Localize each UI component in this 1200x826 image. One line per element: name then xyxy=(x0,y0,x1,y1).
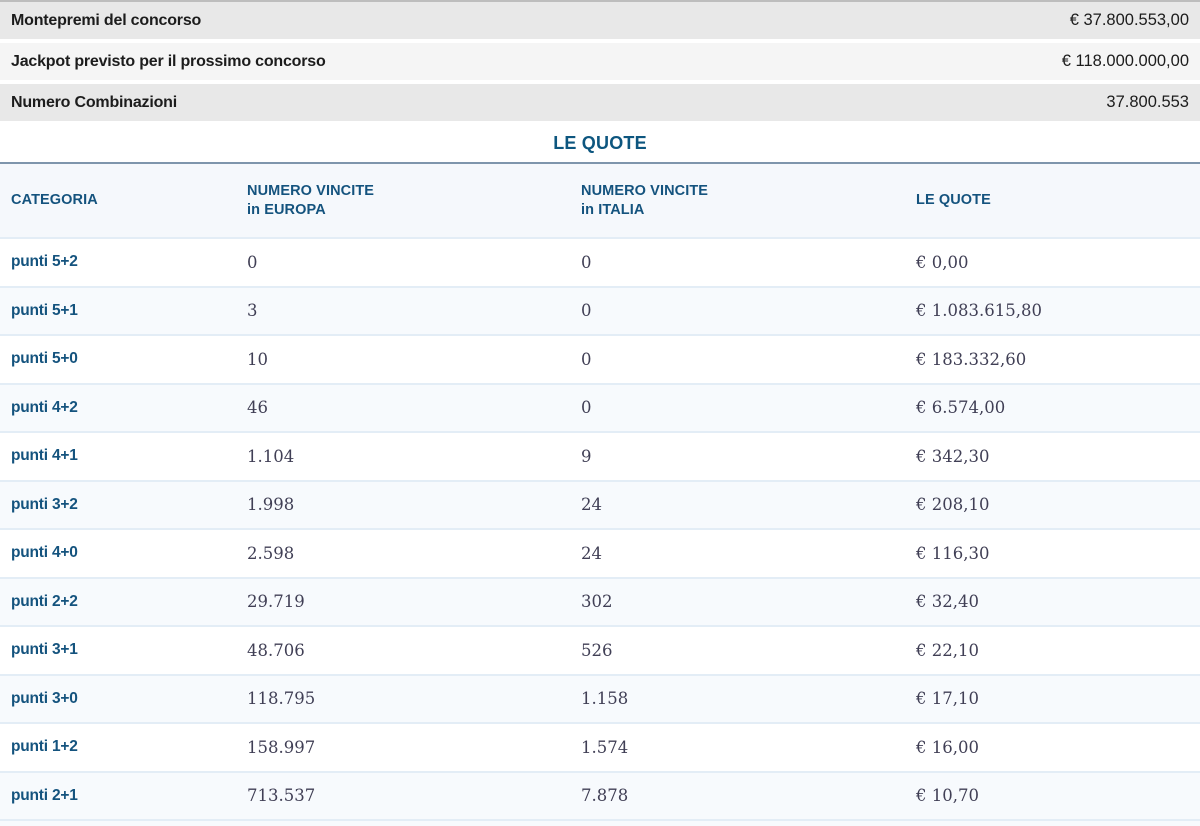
quote-cell: € 6.574,00 xyxy=(916,398,1006,418)
italy-wins-cell: 302 xyxy=(581,592,613,612)
column-header-line2: in EUROPA xyxy=(247,201,326,218)
europe-wins-cell: 29.719 xyxy=(247,592,305,612)
quote-cell: € 1.083.615,80 xyxy=(916,301,1042,321)
column-header-line1: CATEGORIA xyxy=(11,192,98,208)
quote-cell: € 116,30 xyxy=(916,543,990,563)
italy-wins-cell: 1.158 xyxy=(581,689,629,709)
table-row: punti 2+2 29.719 302 € 32,40 xyxy=(0,576,1200,625)
category-cell: punti 4+0 xyxy=(11,544,78,562)
quote-cell: € 0,00 xyxy=(916,252,969,272)
category-cell: punti 4+1 xyxy=(11,447,78,465)
europe-wins-cell: 0 xyxy=(247,252,258,272)
europe-wins-cell: 3 xyxy=(247,301,258,321)
column-header-line1: NUMERO VINCITE xyxy=(247,182,375,199)
category-cell: punti 3+1 xyxy=(11,641,78,659)
section-divider xyxy=(0,162,1200,164)
category-cell: punti 2+1 xyxy=(11,786,78,804)
column-header-line1: NUMERO VINCITE xyxy=(581,182,709,199)
europe-wins-cell: 1.104 xyxy=(247,446,295,466)
prize-summary: Montepremi del concorso € 37.800.553,00 … xyxy=(0,0,1200,121)
summary-row-label: Numero Combinazioni xyxy=(11,93,177,111)
table-row: punti 5+0 10 0 € 183.332,60 xyxy=(0,334,1200,383)
summary-row-label: Jackpot previsto per il prossimo concors… xyxy=(11,52,326,70)
summary-row: Numero Combinazioni 37.800.553 xyxy=(0,84,1200,121)
table-row: punti 2+1 713.537 7.878 € 10,70 xyxy=(0,770,1200,819)
italy-wins-cell: 0 xyxy=(581,349,592,369)
quotes-table: CATEGORIA NUMERO VINCITE in EUROPA NUMER… xyxy=(0,164,1200,826)
italy-wins-cell: 1.574 xyxy=(581,737,629,757)
summary-row: Montepremi del concorso € 37.800.553,00 xyxy=(0,2,1200,39)
table-row: punti 4+0 2.598 24 € 116,30 xyxy=(0,528,1200,577)
quote-cell: € 183.332,60 xyxy=(916,349,1027,369)
summary-row-value: € 37.800.553,00 xyxy=(1069,11,1189,29)
europe-wins-cell: 158.997 xyxy=(247,737,316,757)
europe-wins-cell: 10 xyxy=(247,349,268,369)
quote-cell: € 32,40 xyxy=(916,592,979,612)
column-header: NUMERO VINCITE in EUROPA xyxy=(236,182,570,220)
table-body: punti 5+2 0 0 € 0,00 punti 5+1 3 0 € 1.0… xyxy=(0,237,1200,819)
column-header: CATEGORIA xyxy=(0,191,236,210)
category-cell: punti 2+2 xyxy=(11,592,78,610)
table-header-row: CATEGORIA NUMERO VINCITE in EUROPA NUMER… xyxy=(0,164,1200,237)
page-title: LE QUOTE xyxy=(553,133,647,153)
summary-row-label: Montepremi del concorso xyxy=(11,11,202,29)
table-row: punti 1+2 158.997 1.574 € 16,00 xyxy=(0,722,1200,771)
column-header-line1: LE QUOTE xyxy=(916,192,991,208)
summary-row-value: € 118.000.000,00 xyxy=(1061,52,1189,70)
category-cell: punti 5+1 xyxy=(11,301,78,319)
europe-wins-cell: 713.537 xyxy=(247,786,316,806)
europe-wins-cell: 46 xyxy=(247,398,268,418)
italy-wins-cell: 0 xyxy=(581,398,592,418)
table-row: punti 4+1 1.104 9 € 342,30 xyxy=(0,431,1200,480)
italy-wins-cell: 0 xyxy=(581,301,592,321)
quote-cell: € 17,10 xyxy=(916,689,979,709)
quote-cell: € 22,10 xyxy=(916,640,979,660)
next-row-cutoff xyxy=(0,819,1200,826)
quote-cell: € 10,70 xyxy=(916,786,979,806)
italy-wins-cell: 526 xyxy=(581,640,613,660)
column-header: LE QUOTE xyxy=(905,191,1200,210)
europe-wins-cell: 2.598 xyxy=(247,543,295,563)
table-row: punti 3+1 48.706 526 € 22,10 xyxy=(0,625,1200,674)
category-cell: punti 3+2 xyxy=(11,495,78,513)
quote-cell: € 208,10 xyxy=(916,495,990,515)
italy-wins-cell: 24 xyxy=(581,543,602,563)
category-cell: punti 4+2 xyxy=(11,398,78,416)
table-row: punti 5+1 3 0 € 1.083.615,80 xyxy=(0,285,1200,334)
quote-cell: € 342,30 xyxy=(916,446,990,466)
europe-wins-cell: 118.795 xyxy=(247,689,316,709)
europe-wins-cell: 1.998 xyxy=(247,495,295,515)
column-header-line2: in ITALIA xyxy=(581,201,645,218)
table-row: punti 3+2 1.998 24 € 208,10 xyxy=(0,479,1200,528)
italy-wins-cell: 7.878 xyxy=(581,786,629,806)
table-row: punti 3+0 118.795 1.158 € 17,10 xyxy=(0,673,1200,722)
quotes-section-header: LE QUOTE xyxy=(0,125,1200,162)
category-cell: punti 5+2 xyxy=(11,253,78,271)
quote-cell: € 16,00 xyxy=(916,737,979,757)
table-row: punti 4+2 46 0 € 6.574,00 xyxy=(0,382,1200,431)
category-cell: punti 5+0 xyxy=(11,350,78,368)
column-header: NUMERO VINCITE in ITALIA xyxy=(570,182,905,220)
europe-wins-cell: 48.706 xyxy=(247,640,305,660)
summary-row: Jackpot previsto per il prossimo concors… xyxy=(0,43,1200,80)
summary-row-value: 37.800.553 xyxy=(1106,93,1189,111)
italy-wins-cell: 0 xyxy=(581,252,592,272)
category-cell: punti 1+2 xyxy=(11,738,78,756)
italy-wins-cell: 24 xyxy=(581,495,602,515)
category-cell: punti 3+0 xyxy=(11,689,78,707)
italy-wins-cell: 9 xyxy=(581,446,592,466)
table-row: punti 5+2 0 0 € 0,00 xyxy=(0,237,1200,286)
